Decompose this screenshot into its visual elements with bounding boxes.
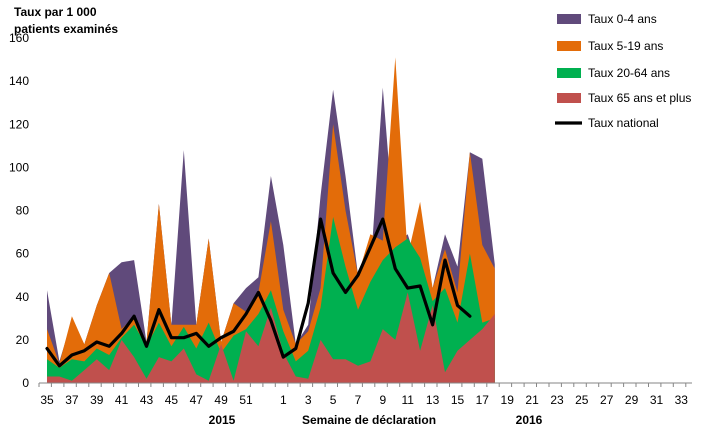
x-tick-label-29: 29 [625, 393, 639, 407]
x-axis [38, 382, 692, 387]
legend-label-taux-65-ans-et-plus: Taux 65 ans et plus [588, 91, 691, 105]
area-taux-65-ans-et-plus [47, 292, 495, 383]
x-tick-label-47: 47 [190, 393, 204, 407]
x-tick-label-5: 5 [330, 393, 337, 407]
year-label-2015: 2015 [209, 413, 236, 427]
legend: Taux 0-4 ans Taux 5-19 ans Taux 20-64 ans T… [555, 12, 691, 130]
x-tick-label-31: 31 [650, 393, 664, 407]
x-tick-labels: 35 37 39 41 43 45 47 49 51 1 3 5 7 9 11 13 15 17 19 21 23 25 2… [40, 393, 688, 407]
x-tick-label-27: 27 [600, 393, 614, 407]
x-tick-label-39: 39 [90, 393, 104, 407]
legend-label-taux-national: Taux national [588, 116, 659, 130]
legend-label-taux-20-64-ans: Taux 20-64 ans [588, 66, 670, 80]
y-tick-label-140: 140 [9, 74, 29, 88]
y-tick-label-100: 100 [9, 160, 29, 174]
area-series [47, 57, 495, 384]
line-series [45, 217, 472, 368]
y-tick-label-160: 160 [9, 31, 29, 45]
x-tick-label-45: 45 [165, 393, 179, 407]
y-tick-label-60: 60 [16, 247, 30, 261]
x-tick-label-19: 19 [501, 393, 515, 407]
x-tick-label-13: 13 [426, 393, 440, 407]
x-axis-title: Semaine de déclaration [302, 413, 436, 427]
y-axis-title: Taux par 1 000 patients examinés [14, 5, 118, 36]
x-tick-label-21: 21 [525, 393, 539, 407]
y-axis-title-line-2: patients examinés [14, 22, 118, 36]
x-tick-label-17: 17 [476, 393, 490, 407]
legend-swatch-taux-5-19-ans [557, 41, 581, 51]
x-tick-label-15: 15 [451, 393, 465, 407]
y-tick-label-40: 40 [16, 290, 30, 304]
x-tick-label-7: 7 [355, 393, 362, 407]
x-tick-label-25: 25 [575, 393, 589, 407]
legend-swatch-taux-65-ans-et-plus [557, 93, 581, 103]
x-tick-label-41: 41 [115, 393, 129, 407]
y-tick-label-20: 20 [16, 333, 30, 347]
legend-label-taux-5-19-ans: Taux 5-19 ans [588, 39, 663, 53]
year-label-2016: 2016 [516, 413, 543, 427]
x-tick-label-37: 37 [65, 393, 79, 407]
x-tick-label-3: 3 [305, 393, 312, 407]
line-taux-national [45, 217, 472, 368]
legend-swatch-taux-0-4-ans [557, 14, 581, 24]
x-tick-label-9: 9 [379, 393, 386, 407]
x-tick-label-33: 33 [675, 393, 689, 407]
x-tick-label-51: 51 [239, 393, 253, 407]
x-tick-label-1: 1 [280, 393, 287, 407]
x-tick-label-43: 43 [140, 393, 154, 407]
y-axis: 0 20 40 60 80 100 120 140 160 [9, 31, 29, 390]
y-axis-title-line-1: Taux par 1 000 [14, 5, 97, 19]
y-tick-label-80: 80 [16, 204, 30, 218]
x-tick-label-49: 49 [214, 393, 228, 407]
x-tick-label-35: 35 [40, 393, 54, 407]
legend-label-taux-0-4-ans: Taux 0-4 ans [588, 12, 657, 26]
x-tick-label-23: 23 [550, 393, 564, 407]
legend-swatch-taux-20-64-ans [557, 68, 581, 78]
y-tick-label-0: 0 [22, 376, 29, 390]
x-tick-label-11: 11 [401, 393, 414, 407]
y-tick-label-120: 120 [9, 117, 29, 131]
